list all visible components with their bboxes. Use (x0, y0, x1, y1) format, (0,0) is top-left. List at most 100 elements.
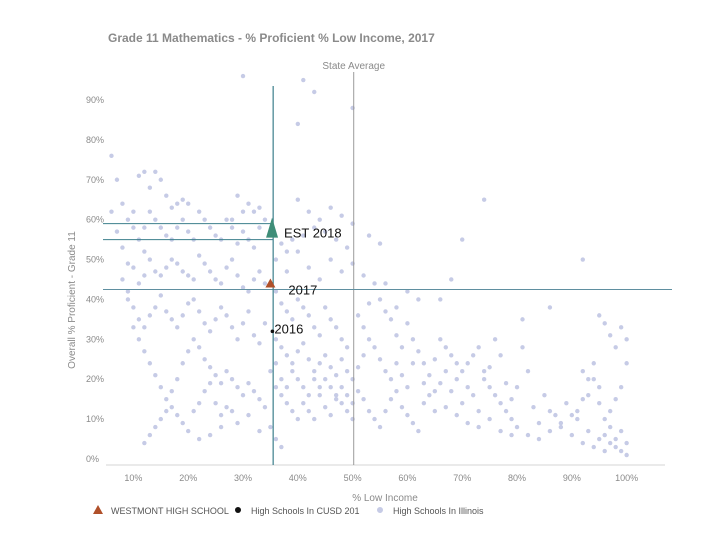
illinois-school-point (339, 357, 344, 362)
illinois-school-point (235, 420, 240, 426)
illinois-school-point (257, 396, 262, 402)
illinois-school-point (410, 361, 416, 366)
illinois-school-point (520, 317, 525, 322)
illinois-school-point (257, 428, 262, 434)
chart-title: Grade 11 Mathematics - % Proficient % Lo… (108, 31, 435, 45)
state-average-label: State Average (322, 61, 385, 72)
illinois-school-point (427, 392, 432, 398)
illinois-school-point (306, 408, 311, 414)
illinois-school-point (120, 277, 125, 282)
illinois-school-point (586, 392, 591, 398)
illinois-school-point (317, 217, 322, 222)
illinois-school-point (246, 412, 251, 418)
illinois-school-point (312, 225, 317, 230)
illinois-school-point (618, 384, 624, 390)
illinois-school-point (273, 384, 279, 390)
illinois-school-point (618, 325, 624, 330)
illinois-school-point (240, 285, 246, 290)
x-tick-labels: 10% 20% 30% 40% 50% 60% 70% 80% 90% 100% (124, 473, 638, 483)
illinois-school-point (405, 384, 410, 390)
illinois-school-point (613, 436, 618, 442)
illinois-school-point (312, 416, 317, 422)
y-tick-label: 60% (86, 215, 104, 225)
illinois-school-point (394, 388, 399, 394)
illinois-school-point (394, 305, 399, 310)
illinois-school-point (377, 297, 383, 302)
illinois-school-point (558, 424, 564, 430)
y-tick-labels: 0% 10% 20% 30% 40% 50% 60% 70% 80% 90% (86, 95, 104, 464)
illinois-school-point (333, 237, 339, 242)
illinois-school-point (531, 404, 536, 410)
illinois-school-point (344, 245, 350, 250)
illinois-school-point (416, 349, 421, 354)
y-tick-label: 10% (86, 414, 104, 424)
x-tick-label: 10% (124, 473, 142, 483)
illinois-school-point (323, 229, 328, 234)
illinois-school-point (421, 361, 427, 366)
illinois-school-point (509, 416, 514, 422)
illinois-school-point (196, 436, 202, 442)
illinois-school-point (323, 305, 328, 310)
illinois-school-point (306, 313, 311, 318)
illinois-school-point (142, 249, 147, 254)
illinois-school-point (284, 269, 290, 274)
illinois-school-point (284, 400, 290, 406)
illinois-school-point (366, 408, 372, 414)
illinois-school-point (613, 345, 618, 350)
illinois-school-point (575, 408, 580, 414)
illinois-school-point (481, 377, 487, 382)
illinois-school-point (147, 313, 153, 318)
illinois-school-point (333, 373, 339, 378)
illinois-school-point (290, 317, 295, 322)
illinois-school-point (164, 309, 169, 314)
illinois-school-point (580, 440, 585, 446)
y-tick-label: 20% (86, 374, 104, 384)
y-tick-label: 80% (86, 135, 104, 145)
illinois-school-point (142, 349, 147, 354)
illinois-school-point (591, 444, 596, 450)
illinois-school-point (180, 313, 185, 318)
x-tick-label: 100% (615, 473, 638, 483)
illinois-school-point (169, 257, 174, 262)
illinois-school-point (142, 225, 147, 230)
illinois-school-point (525, 432, 531, 438)
illinois-school-point (410, 420, 416, 426)
illinois-school-point (142, 273, 147, 278)
illinois-school-point (607, 424, 613, 430)
illinois-school-point (553, 412, 558, 418)
illinois-school-point (498, 428, 503, 434)
illinois-school-point (492, 392, 498, 398)
illinois-school-point (202, 217, 207, 222)
illinois-school-point (175, 201, 180, 206)
illinois-school-point (503, 381, 509, 386)
illinois-school-point (602, 448, 607, 454)
legend-label: High Schools In CUSD 201 (251, 506, 360, 516)
est-2018-marker (266, 217, 279, 238)
illinois-school-point (120, 245, 125, 250)
illinois-school-point (158, 293, 164, 298)
illinois-school-point (317, 392, 322, 398)
illinois-school-point (175, 325, 180, 330)
illinois-school-point (383, 369, 388, 374)
illinois-school-point (295, 121, 301, 127)
illinois-school-point (262, 281, 268, 286)
chart-legend: WESTMONT HIGH SCHOOL High Schools In CUSD… (93, 505, 484, 516)
illinois-school-point (443, 345, 448, 350)
illinois-school-point (158, 273, 164, 278)
illinois-school-point (186, 229, 191, 234)
illinois-school-point (613, 444, 618, 450)
illinois-school-point (449, 388, 454, 394)
illinois-school-point (443, 404, 448, 410)
legend-marker-cusd (235, 507, 241, 513)
illinois-school-point (509, 396, 514, 402)
illinois-school-point (465, 420, 470, 426)
illinois-school-point (405, 412, 410, 418)
y-axis-label: Overall % Proficient - Grade 11 (67, 231, 78, 369)
illinois-school-point (125, 217, 131, 222)
illinois-school-point (251, 333, 257, 338)
illinois-school-point (246, 309, 251, 314)
illinois-school-point (202, 261, 207, 266)
illinois-school-point (284, 249, 290, 254)
illinois-school-point (333, 396, 339, 402)
